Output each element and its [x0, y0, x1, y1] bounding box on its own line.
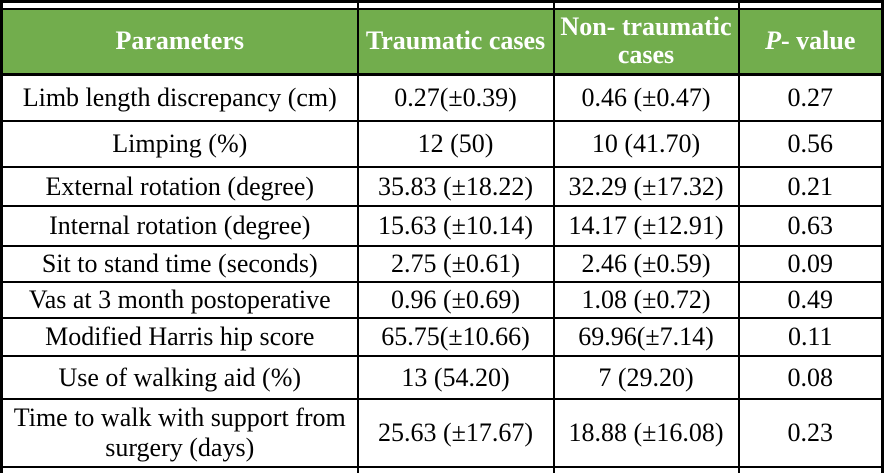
value-cell: 0.96 (±0.69)	[356, 281, 555, 320]
parameter-cell: Internal rotation (degree)	[0, 204, 359, 247]
cropped-row-bottom	[0, 466, 884, 473]
table-row: Limping (%) 12 (50) 10 (41.70) 0.56	[0, 119, 884, 169]
value-cell: 13 (54.20)	[356, 355, 555, 400]
value-cell: 0.11	[737, 317, 884, 358]
parameter-cell: Modified Harris hip score	[0, 317, 359, 358]
value-cell: 25.63 (±17.67)	[356, 397, 555, 469]
value-cell: 7 (29.20)	[552, 355, 740, 400]
value-cell: 2.46 (±0.59)	[552, 244, 740, 284]
cropped-cell	[737, 0, 884, 10]
value-cell: 0.49	[737, 281, 884, 320]
value-cell: 1.08 (±0.72)	[552, 281, 740, 320]
table-row: Modified Harris hip score 65.75(±10.66) 69…	[0, 317, 884, 358]
value-cell: 65.75(±10.66)	[356, 317, 555, 358]
value-cell: 2.75 (±0.61)	[356, 244, 555, 284]
value-cell: 0.08	[737, 355, 884, 400]
p-value-italic-p: P	[765, 25, 781, 55]
value-cell: 0.56	[737, 119, 884, 169]
value-cell: 0.09	[737, 244, 884, 284]
value-cell: 14.17 (±12.91)	[552, 204, 740, 247]
value-cell: 0.63	[737, 204, 884, 247]
table-body: Limb length discrepancy (cm) 0.27(±0.39) 0…	[0, 73, 884, 469]
parameter-cell: Use of walking aid (%)	[0, 355, 359, 400]
table-row: External rotation (degree) 35.83 (±18.22)…	[0, 166, 884, 207]
table-row: Sit to stand time (seconds) 2.75 (±0.61) 2…	[0, 244, 884, 284]
value-cell: 0.27	[737, 73, 884, 122]
value-cell: 32.29 (±17.32)	[552, 166, 740, 207]
header-row: Parameters Traumatic cases Non- traumati…	[0, 7, 884, 76]
value-cell: 35.83 (±18.22)	[356, 166, 555, 207]
cropped-row-top	[0, 0, 884, 10]
parameter-cell: Vas at 3 month postoperative	[0, 281, 359, 320]
parameter-cell: Time to walk with support from surgery (…	[0, 397, 359, 469]
p-value-label-rest: - value	[781, 25, 856, 55]
cropped-cell	[737, 466, 884, 473]
parameter-cell: Limping (%)	[0, 119, 359, 169]
cropped-cell	[0, 0, 359, 10]
column-header-non-traumatic-cases: Non- traumatic cases	[552, 7, 740, 76]
cropped-cell	[552, 0, 740, 10]
table-row: Use of walking aid (%) 13 (54.20) 7 (29.20…	[0, 355, 884, 400]
value-cell: 69.96(±7.14)	[552, 317, 740, 358]
cropped-cell	[356, 466, 555, 473]
parameter-cell: Sit to stand time (seconds)	[0, 244, 359, 284]
value-cell: 12 (50)	[356, 119, 555, 169]
table-row: Time to walk with support from surgery (…	[0, 397, 884, 469]
column-header-p-value: P- value	[737, 7, 884, 76]
cropped-cell	[356, 0, 555, 10]
value-cell: 0.27(±0.39)	[356, 73, 555, 122]
column-header-traumatic-cases: Traumatic cases	[356, 7, 555, 76]
value-cell: 18.88 (±16.08)	[552, 397, 740, 469]
parameter-cell: External rotation (degree)	[0, 166, 359, 207]
cropped-cell	[552, 466, 740, 473]
value-cell: 15.63 (±10.14)	[356, 204, 555, 247]
column-header-parameters: Parameters	[0, 7, 359, 76]
table-row: Internal rotation (degree) 15.63 (±10.14)…	[0, 204, 884, 247]
value-cell: 10 (41.70)	[552, 119, 740, 169]
table-row: Limb length discrepancy (cm) 0.27(±0.39) 0…	[0, 73, 884, 122]
value-cell: 0.23	[737, 397, 884, 469]
parameter-cell: Limb length discrepancy (cm)	[0, 73, 359, 122]
table-row: Vas at 3 month postoperative 0.96 (±0.69)…	[0, 281, 884, 320]
value-cell: 0.46 (±0.47)	[552, 73, 740, 122]
cropped-cell	[0, 466, 359, 473]
value-cell: 0.21	[737, 166, 884, 207]
